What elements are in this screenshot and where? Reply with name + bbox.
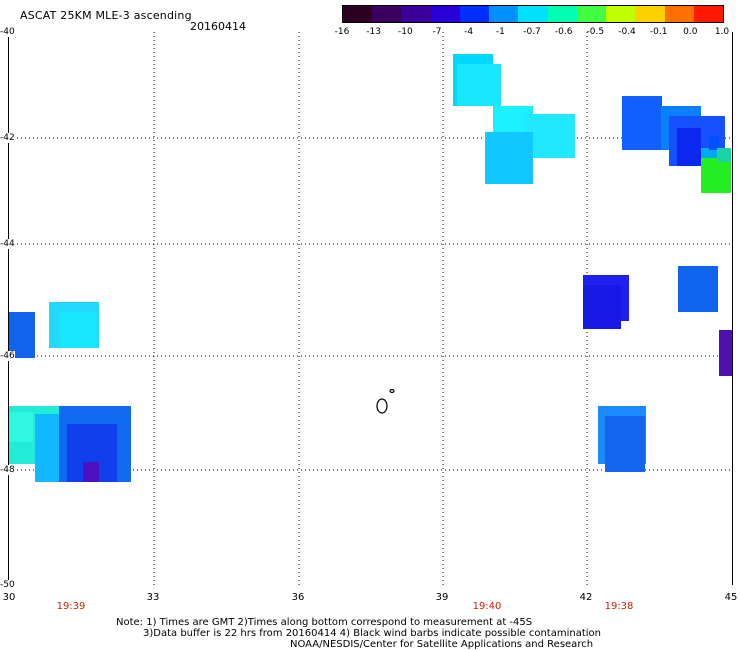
lat-label-44: -44 <box>0 239 15 249</box>
colorbar-tick-label: -0.5 <box>586 27 605 37</box>
map-date: 20160414 <box>190 20 246 33</box>
lon-label-30: 30 <box>2 592 16 603</box>
colorbar-segment <box>459 6 490 22</box>
lat-label-40: -40 <box>0 27 15 37</box>
lat-label-42: -42 <box>0 133 15 143</box>
wind-cell <box>622 96 662 150</box>
colorbar-tick-label: -0.7 <box>523 27 541 37</box>
colorbar <box>342 5 724 23</box>
colorbar-tick-label: -13 <box>366 27 382 37</box>
wind-cell <box>83 462 99 482</box>
colorbar-segment <box>401 6 431 22</box>
lat-label-46: -46 <box>0 351 15 361</box>
colorbar-segment <box>693 6 724 22</box>
lon-label-36: 36 <box>291 592 305 603</box>
wind-cell <box>717 148 731 162</box>
colorbar-segment <box>489 6 519 22</box>
time-label-1: 19:39 <box>56 601 86 612</box>
colorbar-segment <box>664 6 694 22</box>
colorbar-segment <box>547 6 577 22</box>
map-title: ASCAT 25KM MLE-3 ascending <box>20 9 192 22</box>
colorbar-segment <box>372 6 402 22</box>
wind-cell <box>9 312 35 358</box>
map-svg <box>9 32 732 585</box>
time-label-2: 19:40 <box>472 601 502 612</box>
colorbar-segment <box>343 6 373 22</box>
colorbar-tick-label: -16 <box>334 27 350 37</box>
colorbar-tick-label: -0.1 <box>649 27 668 37</box>
colorbar-segment <box>606 6 636 22</box>
note-line-3: NOAA/NESDIS/Center for Satellite Applica… <box>290 639 594 650</box>
note-line-1: Note: 1) Times are GMT 2)Times along bot… <box>116 617 533 628</box>
colorbar-tick-label: 0.0 <box>683 27 698 37</box>
colorbar-tick-label: -10 <box>397 27 413 37</box>
colorbar-segment <box>430 6 460 22</box>
wind-swath-cells <box>9 54 732 482</box>
colorbar-tick-label: -7 <box>432 27 442 37</box>
lat-label-50: -50 <box>0 580 15 590</box>
colorbar-tick-label: -0.4 <box>618 27 636 37</box>
lat-label-48: -48 <box>0 465 15 475</box>
wind-cell <box>605 416 645 472</box>
time-label-3: 19:38 <box>604 601 634 612</box>
colorbar-segment <box>576 6 607 22</box>
map-plot-area <box>8 32 733 585</box>
wind-cell <box>583 285 621 329</box>
wind-cell <box>525 114 575 158</box>
colorbar-tick-label: -4 <box>464 27 474 37</box>
wind-cell <box>677 128 701 166</box>
colorbar-segment <box>635 6 665 22</box>
lon-label-45: 45 <box>724 592 738 603</box>
wind-cell <box>9 412 33 442</box>
wind-cell <box>59 312 97 348</box>
island-contour <box>376 388 395 414</box>
colorbar-segment <box>518 6 548 22</box>
wind-cell <box>701 158 731 193</box>
colorbar-tick-label: -0.6 <box>554 27 573 37</box>
note-line-2: 3)Data buffer is 22 hrs from 20160414 4)… <box>143 628 601 639</box>
lon-label-42: 42 <box>579 592 593 603</box>
lon-label-33: 33 <box>146 592 160 603</box>
wind-cell <box>457 64 501 106</box>
wind-cell <box>485 132 533 184</box>
lon-label-39: 39 <box>435 592 449 603</box>
wind-cell <box>678 266 718 312</box>
wind-cell <box>709 136 719 150</box>
colorbar-tick-label: -1 <box>495 27 505 37</box>
colorbar-tick-label: 1.0 <box>714 27 730 37</box>
wind-cell <box>719 330 732 376</box>
